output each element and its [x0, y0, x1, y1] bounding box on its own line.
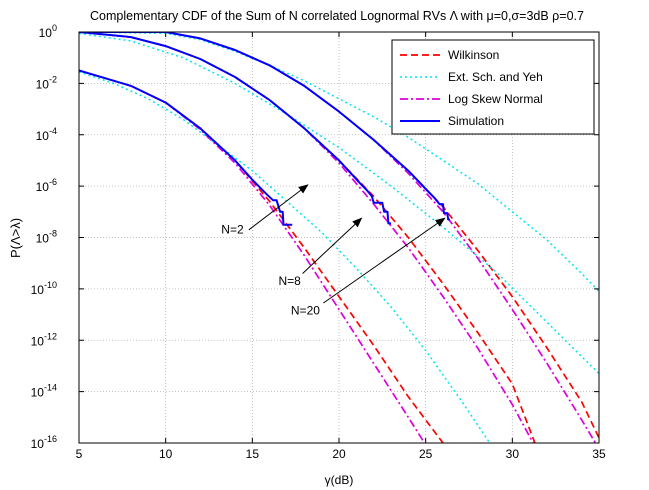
- chart-title: Complementary CDF of the Sum of N correl…: [90, 9, 584, 23]
- x-tick-label: 5: [76, 447, 83, 461]
- legend: Wilkinson Ext. Sch. and Yeh Log Skew Norma…: [391, 39, 595, 135]
- x-tick-label: 20: [332, 447, 346, 461]
- legend-label-simulation: Simulation: [448, 114, 504, 128]
- annotation-label: N=2: [221, 223, 244, 237]
- legend-label-wilkinson: Wilkinson: [448, 48, 499, 62]
- annotation-label: N=20: [291, 304, 320, 318]
- series-line-ext-sch-and-yeh-n-2: [79, 71, 491, 443]
- y-axis-label: P(Λ>λ): [8, 218, 23, 258]
- x-tick-label: 30: [506, 447, 520, 461]
- x-tick-label: 10: [159, 447, 173, 461]
- legend-label-log-skew-normal: Log Skew Normal: [448, 92, 543, 106]
- annotation-arrow: [248, 184, 309, 231]
- grid-lines: [79, 32, 599, 443]
- annotation-label: N=8: [279, 274, 302, 288]
- annotation-arrow: [302, 217, 363, 274]
- annotations: N=2 N=8 N=20: [221, 184, 446, 318]
- x-axis-label: γ(dB): [325, 473, 354, 487]
- annotation-arrow: [323, 217, 446, 304]
- axis-ticks: 5 10 15 20 25 30 3510010-210-410-610-810-1010-…: [31, 23, 606, 461]
- legend-label-ext-sch-and-yeh: Ext. Sch. and Yeh: [448, 70, 543, 84]
- series-line-ext-sch-and-yeh-n-8: [79, 32, 599, 375]
- x-tick-label: 25: [419, 447, 433, 461]
- x-tick-label: 35: [592, 447, 606, 461]
- series-line-log-skew-normal-n-2: [79, 69, 426, 443]
- series-line-simulation-n-8: [79, 32, 391, 225]
- series-line-simulation-n-20: [79, 32, 450, 221]
- series-line-simulation-n-2: [79, 69, 293, 226]
- data-curves: [79, 32, 599, 443]
- series-line-ext-sch-and-yeh-n-20: [79, 32, 599, 292]
- x-tick-label: 15: [246, 447, 260, 461]
